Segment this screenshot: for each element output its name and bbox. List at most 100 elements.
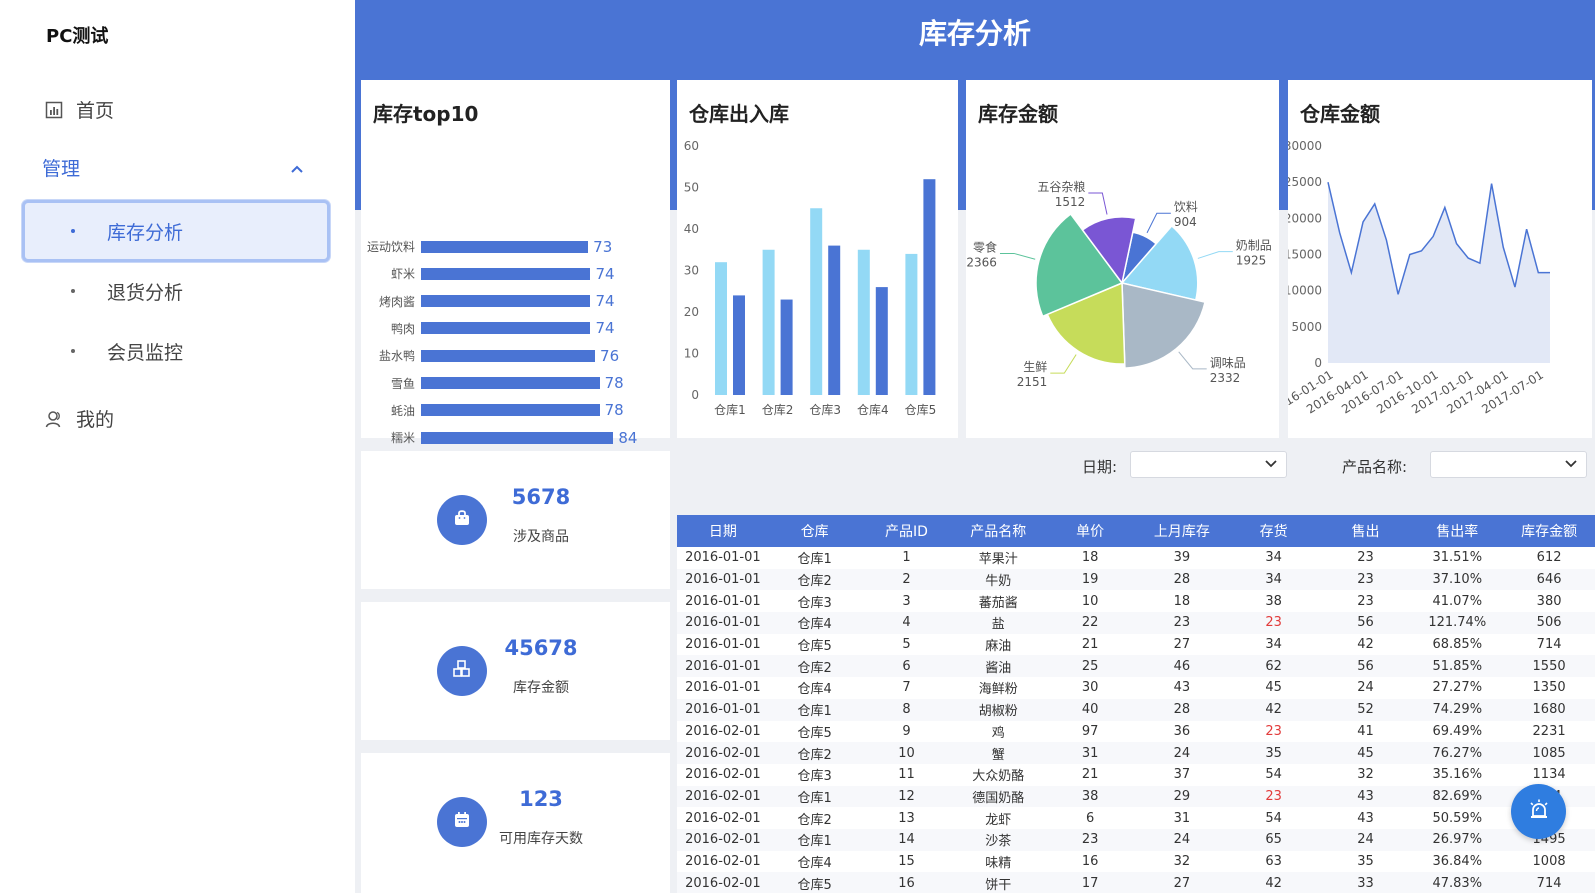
table-cell: 34 — [1265, 637, 1282, 653]
column-header[interactable]: 售出率 — [1411, 515, 1504, 547]
column-header[interactable]: 产品名称 — [952, 515, 1045, 547]
table-cell: 11 — [898, 767, 915, 783]
table-cell: 35.16% — [1432, 767, 1483, 783]
column-header[interactable]: 上月库存 — [1135, 515, 1228, 547]
nav-mine[interactable]: 我的 — [44, 405, 114, 432]
pie-slice — [1120, 224, 1199, 301]
table-row[interactable]: 2016-01-01 仓库1 8 胡椒粉 40 28 42 52 74.29% 1680 — [677, 698, 1595, 721]
table-cell: 21 — [1081, 767, 1099, 783]
table-cell: 97 — [1081, 723, 1099, 739]
table-cell: 612 — [1536, 550, 1562, 566]
table-cell: 2016-01-01 — [677, 612, 769, 634]
y-tick-label: 40 — [684, 222, 699, 236]
sidebar: PC测试 首页 管理 库存分析 退货分析 会员监控 我的 — [0, 0, 355, 893]
sidebar-item-inventory[interactable]: 库存分析 — [22, 200, 330, 262]
table-cell: 2016-01-01 — [677, 698, 769, 721]
bullet — [71, 289, 75, 293]
table-row[interactable]: 2016-02-01 仓库3 11 大众奶酪 21 37 54 32 35.16% 1134 — [677, 764, 1595, 786]
bar — [421, 431, 614, 444]
table-cell: 38 — [1044, 785, 1136, 808]
table-cell: 仓库2 — [768, 742, 861, 764]
panel-inout: 仓库出入库 0 10 20 30 40 50 60 仓库1 仓库2 仓库3 仓库4 仓库5 — [677, 80, 958, 438]
table-cell: 8 — [860, 698, 953, 721]
column-header[interactable]: 库存金额 — [1503, 515, 1595, 547]
table-row[interactable]: 2016-01-01 仓库5 5 麻油 21 27 34 42 68.85% 714 — [677, 634, 1595, 656]
table-cell: 2016-01-01 — [685, 593, 761, 609]
table-row[interactable]: 2016-02-01 仓库1 14 沙茶 23 24 65 24 26.97% 1495 — [677, 828, 1595, 851]
bar — [905, 253, 918, 395]
table-cell: 41 — [1357, 723, 1374, 739]
stat-card-days: 123 可用库存天数 — [361, 753, 670, 893]
table-row[interactable]: 2016-01-01 仓库4 7 海鲜粉 30 43 45 24 27.27% 1350 — [677, 677, 1595, 699]
table-cell: 45 — [1319, 742, 1412, 764]
table-cell: 2016-02-01 — [677, 742, 769, 764]
table-cell: 2016-02-01 — [677, 872, 769, 893]
alarm-button[interactable] — [1511, 784, 1566, 839]
y-tick-label: 5000 — [1291, 320, 1322, 334]
table-cell: 37 — [1173, 767, 1191, 783]
table-cell: 39 — [1173, 550, 1191, 566]
stat-value: 5678 — [511, 485, 571, 509]
table-cell: 23 — [1357, 593, 1374, 609]
table-cell: 18 — [1081, 550, 1099, 566]
column-header[interactable]: 单价 — [1044, 515, 1136, 547]
bar — [762, 249, 775, 395]
sidebar-item-label: 退货分析 — [107, 281, 184, 304]
table-cell: 4 — [860, 612, 953, 634]
y-tick-label: 20000 — [1288, 211, 1322, 225]
y-tick-label: 10000 — [1288, 284, 1322, 298]
table-row[interactable]: 2016-02-01 仓库5 9 鸡 97 36 23 41 69.49% 2231 — [677, 721, 1595, 743]
table-cell: 31.51% — [1432, 550, 1483, 566]
table-row[interactable]: 2016-02-01 仓库2 10 蟹 31 24 35 45 76.27% 1085 — [677, 742, 1595, 764]
table-cell: 23 — [1319, 568, 1412, 591]
table-cell: 蟹 — [952, 742, 1045, 764]
table-cell: 仓库3 — [797, 769, 832, 785]
pie-slice — [1121, 282, 1206, 369]
table-row[interactable]: 2016-01-01 仓库2 6 酱油 25 46 62 56 51.85% 1550 — [677, 655, 1595, 678]
table-row[interactable]: 2016-01-01 仓库4 4 盐 22 23 23 56 121.74% 506 — [677, 612, 1595, 634]
nav-group-manage[interactable]: 管理 — [42, 154, 304, 181]
stat-icon-circle — [437, 495, 487, 545]
table-row[interactable]: 2016-01-01 仓库3 3 蕃茄酱 10 18 38 23 41.07% 380 — [677, 590, 1595, 612]
column-header[interactable]: 存货 — [1227, 515, 1320, 547]
table-cell: 鸡 — [991, 725, 1005, 741]
stat-value: 123 — [519, 787, 563, 811]
column-header[interactable]: 日期 — [677, 515, 769, 547]
table-row[interactable]: 2016-01-01 仓库2 2 牛奶 19 28 34 23 37.10% 646 — [677, 568, 1595, 591]
pie-leader-line — [1197, 251, 1233, 259]
table-cell: 27 — [1173, 637, 1191, 653]
sidebar-item-members[interactable]: 会员监控 — [22, 320, 330, 382]
pie-leader-line — [999, 252, 1036, 260]
chevron-down-icon — [1264, 456, 1278, 476]
bar-value-label: 74 — [595, 319, 615, 338]
table-cell: 35 — [1227, 742, 1320, 764]
column-header[interactable]: 仓库 — [768, 515, 861, 547]
column-header[interactable]: 产品ID — [860, 515, 953, 547]
table-row[interactable]: 2016-01-01 仓库1 1 苹果汁 18 39 34 23 31.51% 612 — [677, 547, 1595, 569]
x-tick-label: 仓库3 — [809, 402, 841, 417]
table-cell: 29 — [1135, 785, 1228, 808]
product-select[interactable] — [1430, 451, 1587, 478]
nav-home[interactable]: 首页 — [44, 96, 114, 123]
y-tick-label: 25000 — [1288, 175, 1322, 189]
date-select[interactable] — [1130, 451, 1287, 478]
chart-icon — [44, 100, 64, 120]
table-cell: 23 — [1357, 550, 1374, 566]
table-cell: 74.29% — [1411, 698, 1504, 721]
table-row[interactable]: 2016-02-01 仓库5 16 饼干 17 27 42 33 47.83% 714 — [677, 872, 1595, 893]
pie-leader-line — [1146, 212, 1171, 234]
table-cell: 18 — [1173, 593, 1191, 609]
column-header[interactable]: 售出 — [1319, 515, 1412, 547]
table-row[interactable]: 2016-02-01 仓库4 15 味精 16 32 63 35 36.84% 1008 — [677, 851, 1595, 873]
pie-label: 调味品 — [1210, 356, 1246, 370]
table-cell: 仓库2 — [768, 655, 861, 678]
table-cell: 27 — [1135, 872, 1228, 893]
bar-label: 雪鱼 — [390, 376, 415, 391]
table-cell: 1008 — [1532, 853, 1566, 869]
table-cell: 33 — [1319, 872, 1412, 893]
stat-icon-circle — [437, 646, 487, 696]
table-cell: 13 — [898, 810, 915, 826]
sidebar-item-returns[interactable]: 退货分析 — [22, 260, 330, 322]
